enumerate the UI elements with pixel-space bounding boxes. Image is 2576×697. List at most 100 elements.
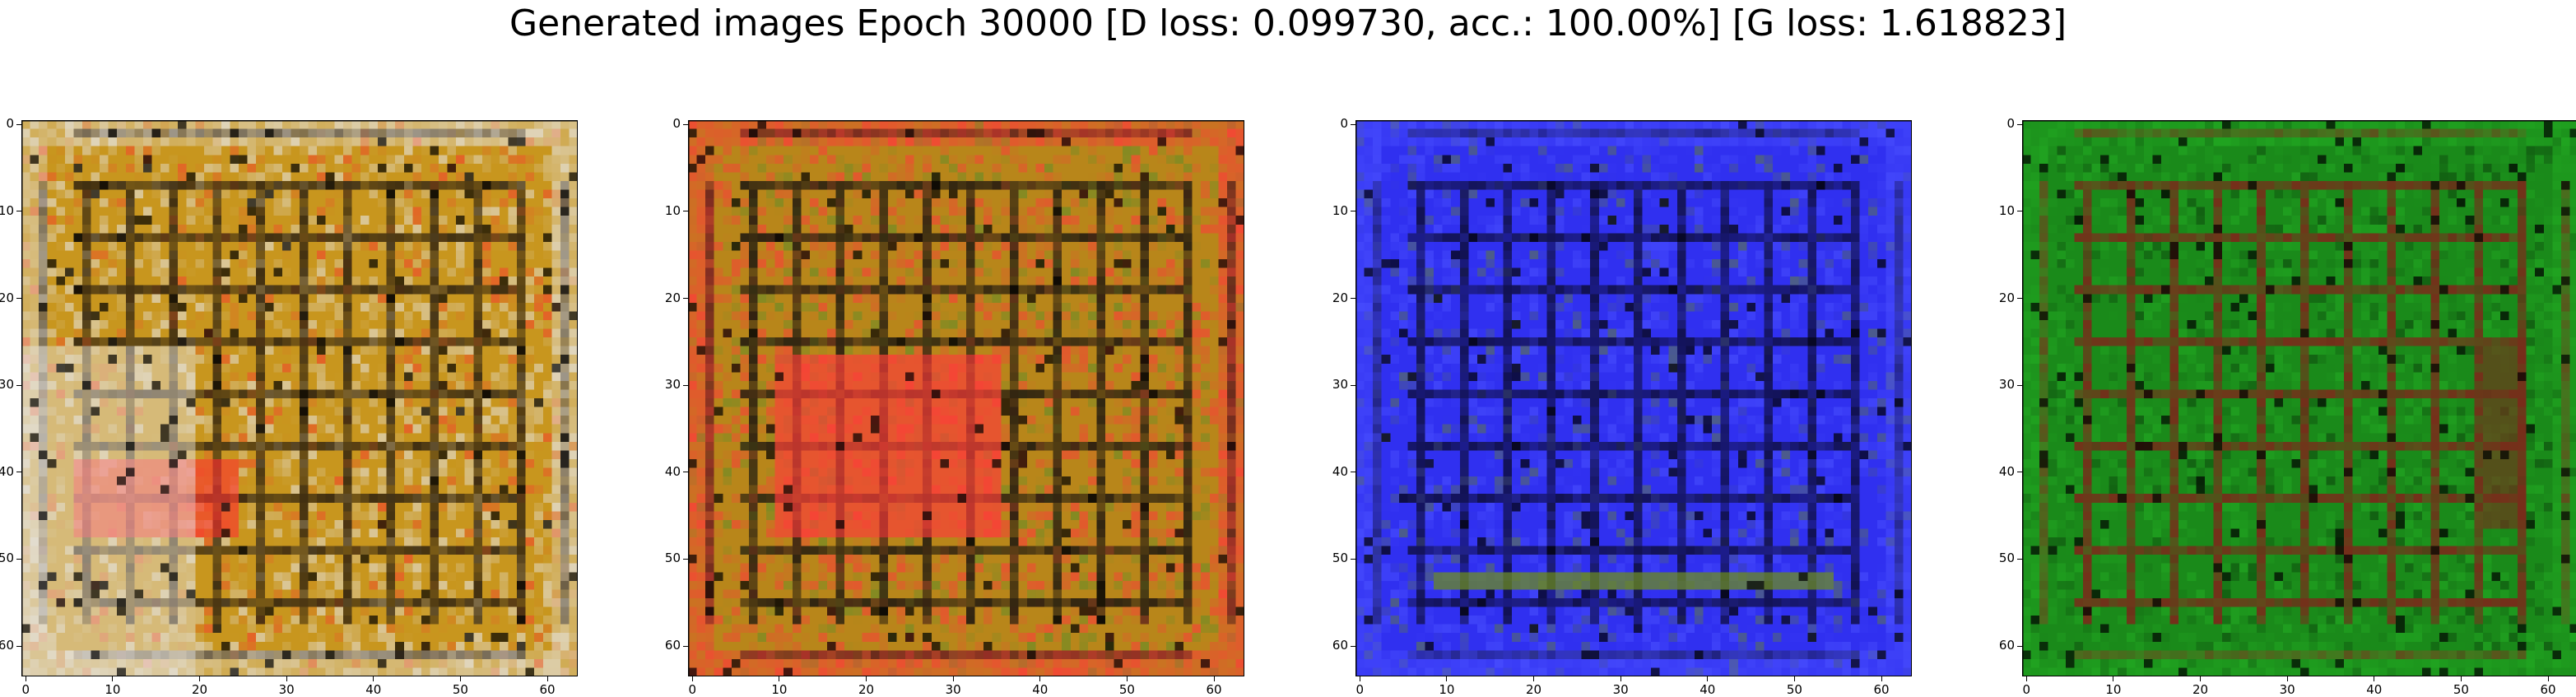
x-tick-mark [2287, 676, 2288, 681]
x-tick-label: 30 [2271, 684, 2304, 696]
y-tick-mark [16, 385, 21, 386]
y-tick-label: 30 [0, 379, 14, 391]
x-tick-label: 50 [1110, 684, 1143, 696]
x-tick-label: 10 [1430, 684, 1463, 696]
y-tick-label: 20 [0, 292, 14, 304]
y-tick-label: 30 [1323, 379, 1348, 391]
x-tick-label: 40 [1024, 684, 1057, 696]
x-tick-mark [1127, 676, 1128, 681]
x-tick-mark [2026, 676, 2027, 681]
x-tick-mark [199, 676, 200, 681]
x-tick-label: 60 [1865, 684, 1898, 696]
x-tick-label: 50 [444, 684, 477, 696]
x-tick-mark [1794, 676, 1795, 681]
x-tick-label: 30 [270, 684, 303, 696]
x-tick-mark [1446, 676, 1447, 681]
x-tick-label: 60 [1197, 684, 1230, 696]
y-tick-label: 40 [1989, 466, 2015, 478]
y-tick-mark [2017, 124, 2022, 125]
x-tick-mark [2200, 676, 2201, 681]
x-tick-mark [2461, 676, 2462, 681]
y-tick-mark [683, 298, 688, 299]
y-tick-label: 50 [1989, 552, 2015, 565]
y-tick-label: 40 [0, 466, 14, 478]
y-tick-label: 50 [1323, 552, 1348, 565]
y-tick-label: 0 [655, 118, 681, 130]
generated-image [1355, 120, 1912, 676]
y-tick-label: 30 [1989, 379, 2015, 391]
y-tick-mark [16, 298, 21, 299]
y-tick-label: 60 [1989, 639, 2015, 652]
y-tick-label: 10 [0, 205, 14, 217]
x-tick-mark [953, 676, 954, 681]
x-tick-label: 60 [531, 684, 564, 696]
x-tick-label: 0 [1343, 684, 1376, 696]
y-tick-mark [1351, 385, 1355, 386]
x-tick-mark [373, 676, 374, 681]
x-tick-label: 30 [1604, 684, 1637, 696]
x-tick-label: 0 [9, 684, 42, 696]
y-tick-label: 20 [655, 292, 681, 304]
x-tick-label: 20 [2184, 684, 2217, 696]
y-tick-label: 60 [0, 639, 14, 652]
y-tick-label: 0 [0, 118, 14, 130]
y-tick-label: 0 [1323, 118, 1348, 130]
x-tick-label: 50 [2444, 684, 2477, 696]
x-tick-label: 20 [1518, 684, 1551, 696]
y-tick-mark [1351, 559, 1355, 560]
y-tick-label: 10 [655, 205, 681, 217]
x-tick-mark [1533, 676, 1534, 681]
y-tick-mark [683, 385, 688, 386]
y-tick-mark [683, 559, 688, 560]
y-tick-label: 40 [655, 466, 681, 478]
y-tick-label: 0 [1989, 118, 2015, 130]
y-tick-label: 30 [655, 379, 681, 391]
x-tick-label: 10 [2097, 684, 2130, 696]
y-tick-mark [683, 646, 688, 647]
x-tick-mark [1214, 676, 1215, 681]
x-tick-mark [692, 676, 693, 681]
x-tick-mark [112, 676, 113, 681]
y-tick-label: 60 [655, 639, 681, 652]
x-tick-label: 10 [763, 684, 796, 696]
y-tick-label: 50 [655, 552, 681, 565]
generated-image [21, 120, 578, 676]
y-tick-label: 20 [1323, 292, 1348, 304]
y-tick-label: 40 [1323, 466, 1348, 478]
x-tick-label: 40 [2358, 684, 2391, 696]
y-tick-mark [2017, 385, 2022, 386]
x-tick-mark [1039, 676, 1040, 681]
x-tick-mark [866, 676, 867, 681]
x-tick-mark [2548, 676, 2549, 681]
y-tick-mark [683, 124, 688, 125]
x-tick-label: 10 [96, 684, 129, 696]
generated-image [688, 120, 1244, 676]
y-tick-mark [16, 646, 21, 647]
y-tick-mark [2017, 646, 2022, 647]
x-tick-mark [1881, 676, 1882, 681]
x-tick-label: 50 [1778, 684, 1811, 696]
generated-image [2022, 120, 2576, 676]
y-tick-label: 10 [1989, 205, 2015, 217]
x-tick-mark [460, 676, 461, 681]
y-tick-mark [2017, 559, 2022, 560]
x-tick-label: 30 [937, 684, 969, 696]
y-tick-mark [1351, 646, 1355, 647]
y-tick-label: 50 [0, 552, 14, 565]
figure-title: Generated images Epoch 30000 [D loss: 0.… [0, 2, 2576, 46]
y-tick-mark [16, 124, 21, 125]
x-tick-label: 0 [676, 684, 709, 696]
x-tick-mark [1620, 676, 1621, 681]
x-tick-label: 20 [850, 684, 883, 696]
x-tick-label: 20 [184, 684, 216, 696]
x-tick-mark [1707, 676, 1708, 681]
y-tick-label: 20 [1989, 292, 2015, 304]
y-tick-mark [1351, 124, 1355, 125]
y-tick-label: 10 [1323, 205, 1348, 217]
x-tick-mark [547, 676, 548, 681]
x-tick-label: 40 [357, 684, 390, 696]
y-tick-label: 60 [1323, 639, 1348, 652]
